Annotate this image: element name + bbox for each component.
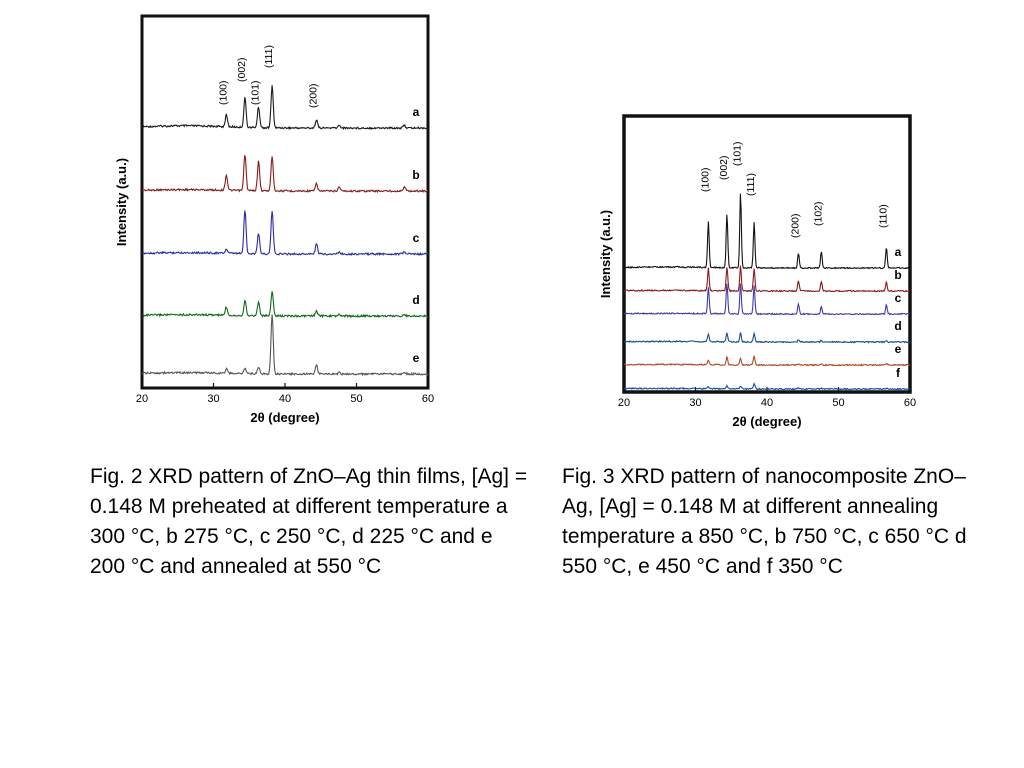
xrd-chart-fig2-svg: 20 30 40 50 60 2θ (degree) Intensity (a.u.) a b c…: [114, 14, 434, 425]
x-axis-label: 2θ (degree): [250, 410, 319, 425]
peak-label: (200): [307, 83, 319, 108]
series-line-d: [141, 291, 429, 319]
peak-label: (101): [732, 141, 744, 166]
x-tick-label: 20: [618, 397, 630, 409]
x-tick-label: 50: [350, 393, 362, 405]
peak-label: (111): [263, 45, 275, 68]
series-line-c: [141, 210, 429, 257]
peak-label: (102): [812, 201, 824, 226]
series-label-b: b: [412, 168, 419, 182]
series-line-d: [623, 331, 911, 344]
xrd-chart-fig3: 20 30 40 50 60 2θ (degree) Intensity (a.u.) a b c…: [596, 110, 926, 450]
series-line-b: [623, 265, 911, 293]
peak-label: (101): [250, 80, 262, 105]
figure-caption-fig3: Fig. 3 XRD pattern of nanocomposite ZnO–…: [562, 465, 967, 578]
series-line-c: [623, 283, 910, 316]
peak-label: (100): [699, 167, 711, 192]
series-label-e: e: [895, 342, 902, 356]
series-label-e: e: [413, 351, 420, 365]
y-axis-label: Intensity (a.u.): [598, 210, 613, 298]
x-tick-label: 30: [689, 397, 701, 409]
x-tick-label: 30: [207, 393, 219, 405]
x-tick-label: 20: [136, 393, 148, 405]
peak-label: (100): [217, 80, 229, 105]
series-line-b: [141, 155, 429, 194]
series-label-d: d: [412, 293, 419, 307]
series-line-a: [623, 193, 911, 270]
series-label-a: a: [895, 245, 902, 259]
x-tick-label: 50: [832, 397, 844, 409]
x-tick-label: 60: [904, 397, 916, 409]
series-line-a: [141, 85, 429, 131]
x-axis-label: 2θ (degree): [732, 414, 801, 429]
peak-label: (002): [236, 57, 248, 82]
series-label-d: d: [894, 319, 901, 333]
x-tick-label: 40: [761, 397, 773, 409]
x-tick-label: 40: [279, 393, 291, 405]
series-label-f: f: [896, 366, 901, 380]
y-axis-label: Intensity (a.u.): [114, 158, 129, 246]
x-tick-label: 60: [422, 393, 434, 405]
series-line-e: [141, 314, 429, 377]
series-line-e: [623, 355, 911, 367]
plot-frame: [622, 114, 912, 394]
series-label-c: c: [413, 231, 420, 245]
series-line-f: [623, 382, 911, 391]
series-label-b: b: [894, 268, 901, 282]
plot-frame: [140, 14, 430, 390]
figure-caption-fig2: Fig. 2 XRD pattern of ZnO–Ag thin films,…: [90, 465, 528, 578]
peak-label: (200): [789, 213, 801, 238]
peak-label: (110): [877, 204, 889, 228]
peak-label: (111): [745, 173, 757, 196]
xrd-chart-fig3-svg: 20 30 40 50 60 2θ (degree) Intensity (a.u.) abc…: [598, 114, 916, 429]
series-label-a: a: [413, 105, 420, 119]
peak-label: (002): [718, 155, 730, 180]
xrd-chart-fig2: 20 30 40 50 60 2θ (degree) Intensity (a.u.) a b c…: [110, 10, 450, 445]
series-label-c: c: [895, 291, 902, 305]
